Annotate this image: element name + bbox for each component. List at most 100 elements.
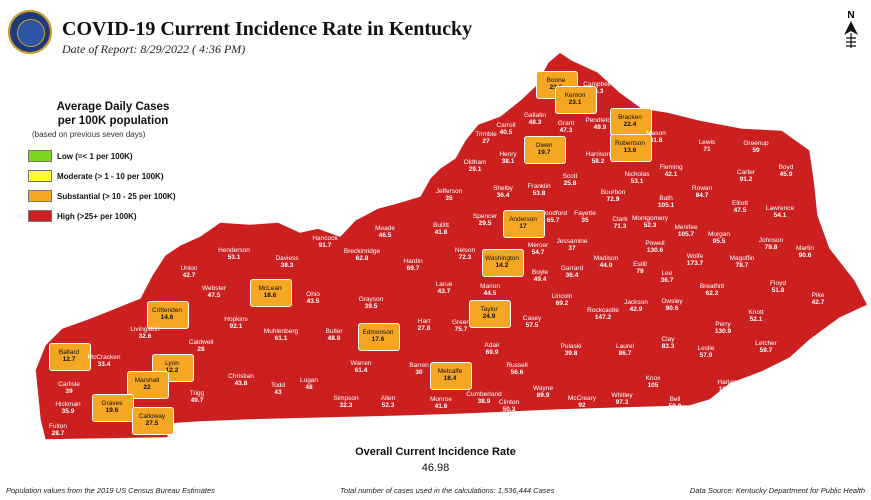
county-montgomery: Montgomery 52.3 (632, 215, 668, 229)
county-rate-value: 75.7 (454, 326, 468, 333)
county-name: McLean (258, 285, 282, 292)
county-name: Ballard (58, 349, 80, 356)
county-name: Pike (811, 292, 825, 299)
county-name: Caldwell (188, 339, 214, 346)
county-name: Elliott (732, 200, 748, 207)
county-name: Grayson (358, 296, 384, 303)
county-metcalfe: Metcalfe 18.4 (438, 368, 463, 382)
county-jessamine: Jessamine 37 (556, 238, 587, 252)
legend-label-moderate: Moderate (> 1 - 10 per 100K) (57, 171, 164, 181)
legend-label-low: Low (=< 1 per 100K) (57, 151, 133, 161)
county-rate-value: 52.3 (643, 222, 657, 229)
county-name: Taylor (480, 306, 498, 313)
county-todd: Todd 43 (271, 382, 285, 396)
county-taylor: Taylor 24.9 (480, 306, 497, 320)
county-name: Knott (748, 309, 764, 316)
county-name: Carter (736, 169, 756, 176)
county-shelby: Shelby 36.4 (493, 185, 513, 199)
county-rate-value: 38.9 (477, 398, 491, 405)
county-rate-value: 49.9 (593, 124, 607, 131)
county-rate-value: 79 (636, 268, 644, 275)
county-marion: Marion 44.5 (480, 283, 500, 297)
county-menifee: Menifee 105.7 (674, 224, 697, 238)
county-rate-value: 130.9 (714, 328, 732, 335)
county-rate-value: 42.7 (811, 299, 825, 306)
county-rate-value: 35.9 (61, 408, 75, 415)
county-magoffin: Magoffin 78.7 (730, 255, 755, 269)
county-fill-mclean (250, 279, 292, 307)
county-name: Kenton (564, 92, 586, 99)
county-henry: Henry 38.1 (499, 151, 516, 165)
county-ohio: Ohio 43.5 (306, 291, 320, 305)
county-rate-value: 12.2 (165, 367, 179, 374)
county-name: Hopkins (224, 316, 248, 323)
county-woodford: Woodford 65.7 (539, 210, 567, 224)
county-rate-value: 72.9 (606, 196, 620, 203)
county-name: Breckinridge (343, 248, 381, 255)
county-name: Boone (546, 77, 566, 84)
county-lincoln: Lincoln 69.2 (552, 293, 573, 307)
county-wolfe: Wolfe 173.7 (687, 253, 704, 267)
county-casey: Casey 57.5 (523, 315, 541, 329)
county-fill-kenton (555, 86, 597, 114)
county-rate-value: 65.7 (546, 217, 560, 224)
county-jefferson: Jefferson 35 (436, 188, 463, 202)
svg-text:N: N (847, 10, 854, 21)
county-name: Oldham (463, 159, 487, 166)
legend-note: (based on previous seven days) (32, 130, 146, 139)
county-rate-value: 19.7 (537, 149, 551, 156)
county-union: Union 42.7 (181, 265, 198, 279)
county-name: Johnson (758, 237, 784, 244)
county-rate-value: 95.5 (712, 238, 726, 245)
county-edmonson: Edmonson 17.6 (362, 329, 393, 343)
county-name: Larue (435, 281, 453, 288)
county-name: Bourbon (600, 189, 626, 196)
county-anderson: Anderson 17 (509, 216, 537, 230)
legend-swatch-high (28, 210, 52, 222)
county-rate-value: 22 (143, 384, 151, 391)
county-name: Webster (201, 285, 227, 292)
county-name: Ohio (306, 291, 320, 298)
overall-rate-label: Overall Current Incidence Rate (355, 446, 516, 458)
county-rate-value: 47.3 (559, 127, 573, 134)
county-name: Henderson (218, 247, 250, 254)
county-name: Metcalfe (437, 368, 463, 375)
county-rate-value: 57.5 (525, 322, 539, 329)
county-rate-value: 39.5 (364, 303, 378, 310)
county-fill-washington (482, 249, 524, 277)
county-fill-ballard (49, 343, 91, 371)
county-rate-value: 44.5 (483, 290, 497, 297)
county-madison: Madison 44.9 (594, 255, 619, 269)
county-name: Harrison (585, 151, 611, 158)
county-allen: Allen 52.3 (381, 395, 395, 409)
county-rate-value: 89.9 (536, 392, 550, 399)
county-knox: Knox 105 (646, 375, 661, 389)
county-wayne: Wayne 89.9 (533, 385, 553, 399)
county-name: Spencer (472, 213, 498, 220)
county-rate-value: 69.7 (406, 265, 420, 272)
county-name: Campbell (583, 81, 611, 88)
county-name: Hancock (312, 235, 338, 242)
county-name: Daviess (275, 255, 299, 262)
county-rate-value: 38.3 (280, 262, 294, 269)
county-rate-value: 72.3 (458, 254, 472, 261)
county-rate-value: 42.9 (629, 306, 643, 313)
county-rockcastle: Rockcastle 147.2 (587, 307, 619, 321)
county-rate-value: 24.9 (482, 313, 496, 320)
county-name: Hart (417, 318, 431, 325)
county-name: Jackson (624, 299, 648, 306)
county-lyon: Lyon 12.2 (165, 360, 179, 374)
county-rate-value: 18.4 (443, 375, 457, 382)
county-rate-value: 37 (568, 245, 576, 252)
county-rate-value: 36.4 (565, 272, 579, 279)
county-rate-value: 43.8 (234, 380, 248, 387)
county-name: Mason (646, 130, 666, 137)
county-name: Hardin (403, 258, 423, 265)
county-rate-value: 61.1 (274, 335, 288, 342)
county-name: Union (180, 265, 198, 272)
county-meade: Meade 46.5 (375, 225, 395, 239)
county-rate-value: 43 (274, 389, 282, 396)
county-name: Simpson (333, 395, 359, 402)
county-rate-value: 71.3 (613, 223, 627, 230)
county-bath: Bath 105.1 (658, 195, 674, 209)
